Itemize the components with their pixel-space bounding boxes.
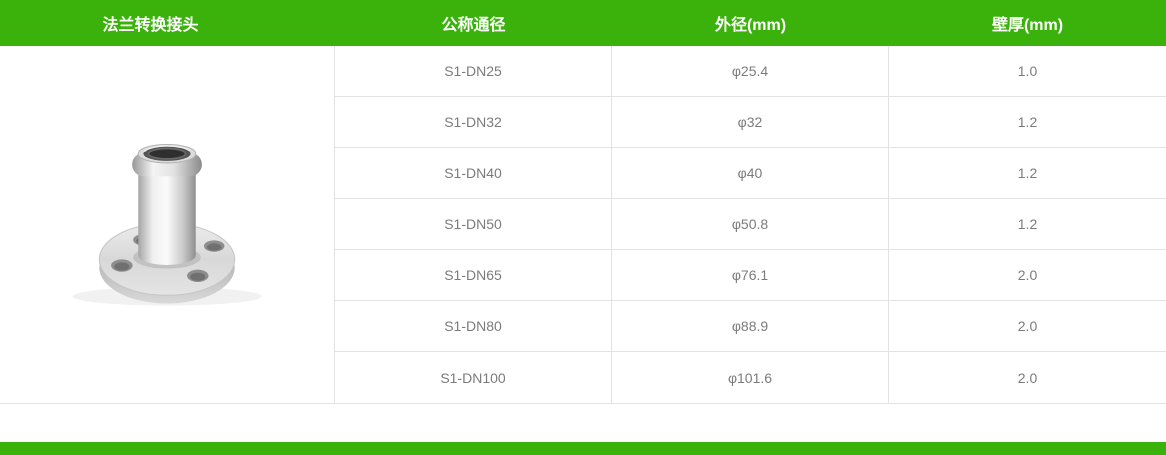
table-row: S1-DN65 φ76.1 2.0 [335,250,1166,301]
table-row: S1-DN32 φ32 1.2 [335,97,1166,148]
cell-outer-diameter: φ40 [612,148,889,198]
header-product-name: 法兰转换接头 [102,17,199,34]
cell-outer-diameter: φ101.6 [612,352,889,403]
header-nominal-diameter: 公称通径 [441,17,506,34]
cell-outer-diameter: φ50.8 [612,199,889,249]
cell-wall-thickness: 2.0 [1017,267,1038,283]
header-wall-thickness: 壁厚(mm) [991,17,1064,34]
cell-outer-diameter: φ32 [612,97,889,147]
flange-adapter-photo [72,143,262,306]
header-outer-diameter: 外径(mm) [714,17,787,34]
table-body: S1-DN25 φ25.4 1.0 S1-DN32 φ32 1.2 S1-DN4… [335,46,1166,403]
table-header-row: 法兰转换接头 公称通径 外径(mm) 壁厚(mm) [0,0,1166,46]
cell-wall-thickness: 1.2 [1017,165,1038,181]
table-row: S1-DN40 φ40 1.2 [335,148,1166,199]
cell-outer-diameter: φ88.9 [612,301,889,351]
cell-wall-thickness: 1.2 [1017,114,1038,130]
cell-model: S1-DN32 [335,97,612,147]
product-image-cell [0,46,335,403]
cell-model: S1-DN25 [335,46,612,96]
cell-wall-thickness: 1.0 [1017,63,1038,79]
cell-wall-thickness: 2.0 [1017,318,1038,334]
table-row: S1-DN50 φ50.8 1.2 [335,199,1166,250]
cell-model: S1-DN65 [335,250,612,300]
cell-model: S1-DN40 [335,148,612,198]
table-row: S1-DN25 φ25.4 1.0 [335,46,1166,97]
cell-wall-thickness: 2.0 [1017,369,1038,386]
cell-model: S1-DN50 [335,199,612,249]
cell-outer-diameter: φ25.4 [612,46,889,96]
bottom-accent-bar [0,442,1166,455]
cell-outer-diameter: φ76.1 [612,250,889,300]
cell-wall-thickness: 1.2 [1017,216,1038,232]
spec-table: S1-DN25 φ25.4 1.0 S1-DN32 φ32 1.2 S1-DN4… [0,46,1166,404]
cell-model: S1-DN100 [335,352,612,403]
table-row: S1-DN100 φ101.6 2.0 [335,352,1166,403]
table-row: S1-DN80 φ88.9 2.0 [335,301,1166,352]
cell-model: S1-DN80 [335,301,612,351]
